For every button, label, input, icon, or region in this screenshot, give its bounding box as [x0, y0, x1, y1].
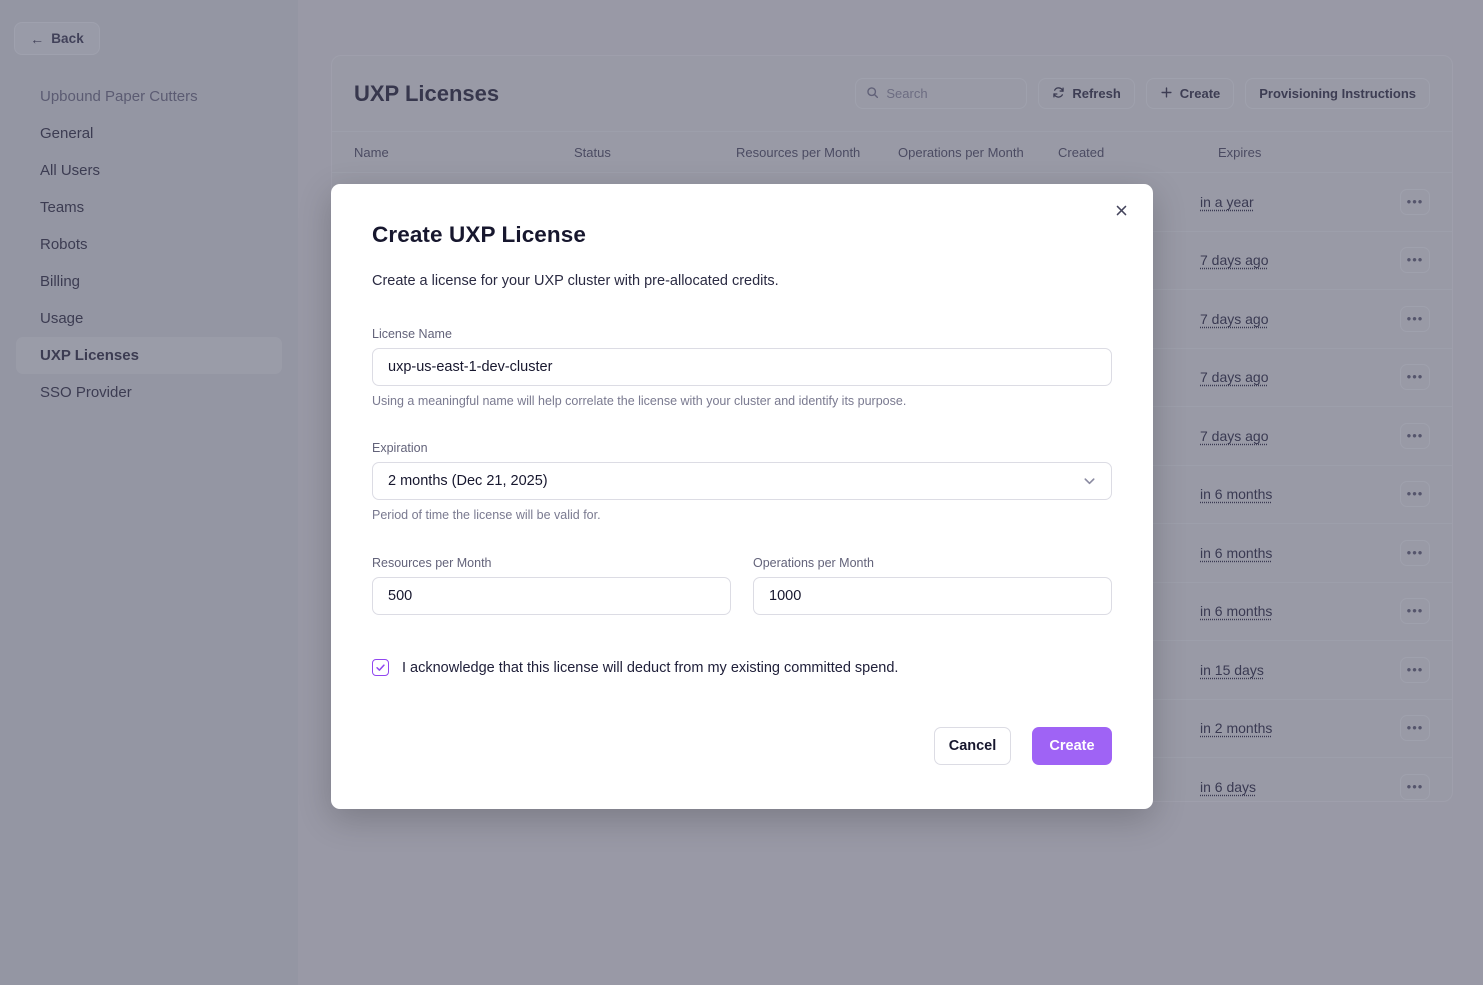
provisioning-instructions-button[interactable]: Provisioning Instructions [1245, 78, 1430, 109]
license-name-group: License Name uxp-us-east-1-dev-cluster U… [372, 327, 1112, 408]
cell-expires: in 6 days [1200, 778, 1257, 795]
cell-expires: in 6 months [1200, 544, 1273, 561]
row-actions-menu-button[interactable]: ••• [1400, 539, 1430, 566]
expiration-select[interactable]: 2 months (Dec 21, 2025) [372, 462, 1112, 500]
column-header-name: Name [354, 144, 389, 160]
column-header-created: Created [1058, 144, 1105, 160]
modal-title: Create UXP License [372, 222, 586, 247]
modal-subtitle: Create a license for your UXP cluster wi… [372, 273, 779, 289]
cell-expires: in 2 months [1200, 720, 1273, 737]
sidebar-org-name: Upbound Paper Cutters [40, 88, 198, 105]
row-actions-menu-button[interactable]: ••• [1400, 481, 1430, 508]
quota-group: Resources per Month 500 Operations per M… [372, 556, 1112, 615]
resources-per-month-group: Resources per Month 500 [372, 556, 731, 615]
column-header-resources: Resources per Month [736, 144, 861, 160]
row-actions-menu-button[interactable]: ••• [1400, 715, 1430, 742]
operations-per-month-input[interactable]: 1000 [753, 577, 1112, 615]
row-actions-menu-button[interactable]: ••• [1400, 422, 1430, 449]
cell-expires: 7 days ago [1200, 427, 1269, 444]
arrow-left-icon: ← [30, 30, 45, 47]
sidebar-item-all-users[interactable]: All Users [40, 162, 101, 179]
table-header: Name Status Resources per Month Operatio… [332, 132, 1452, 173]
cell-expires: in 15 days [1200, 661, 1264, 678]
create-button[interactable]: Create [1145, 78, 1235, 109]
expiration-value: 2 months (Dec 21, 2025) [388, 473, 548, 489]
plus-icon [1160, 86, 1173, 102]
acknowledge-checkbox[interactable] [372, 659, 389, 676]
cancel-button[interactable]: Cancel [934, 727, 1011, 765]
resources-per-month-input[interactable]: 500 [372, 577, 731, 615]
refresh-icon [1052, 86, 1065, 102]
sidebar-item-sso-provider[interactable]: SSO Provider [40, 384, 132, 401]
acknowledge-label: I acknowledge that this license will ded… [402, 659, 899, 676]
column-header-status: Status [574, 144, 611, 160]
expiration-group: Expiration 2 months (Dec 21, 2025) Perio… [372, 441, 1112, 522]
row-actions-menu-button[interactable]: ••• [1400, 364, 1430, 391]
sidebar-nav: Upbound Paper Cutters General All Users … [0, 78, 298, 411]
sidebar-item-robots[interactable]: Robots [40, 236, 88, 253]
row-actions-menu-button[interactable]: ••• [1400, 598, 1430, 625]
modal-actions: Cancel Create [934, 727, 1112, 765]
expiration-label: Expiration [372, 441, 428, 455]
license-name-label: License Name [372, 327, 452, 341]
search-input[interactable]: Search [855, 78, 1028, 109]
column-header-operations: Operations per Month [898, 144, 1024, 160]
cell-expires: 7 days ago [1200, 310, 1269, 327]
sidebar-item-billing[interactable]: Billing [40, 273, 81, 290]
cell-expires: 7 days ago [1200, 252, 1269, 269]
sidebar: ← Back Upbound Paper Cutters General All… [0, 0, 298, 985]
panel-toolbar: Search Refresh [855, 78, 1430, 109]
search-icon [866, 86, 879, 102]
create-label: Create [1179, 86, 1221, 101]
license-name-help: Using a meaningful name will help correl… [372, 394, 907, 408]
row-actions-menu-button[interactable]: ••• [1400, 305, 1430, 332]
operations-per-month-group: Operations per Month 1000 [753, 556, 1112, 615]
panel-header: UXP Licenses Search [332, 56, 1452, 132]
acknowledge-row[interactable]: I acknowledge that this license will ded… [372, 659, 898, 676]
cell-expires: in 6 months [1200, 486, 1273, 503]
sidebar-item-usage[interactable]: Usage [40, 310, 84, 327]
sidebar-item-uxp-licenses[interactable]: UXP Licenses [16, 337, 282, 374]
row-actions-menu-button[interactable]: ••• [1400, 188, 1430, 215]
close-icon[interactable] [1107, 196, 1135, 224]
resources-per-month-label: Resources per Month [372, 556, 492, 570]
submit-create-button[interactable]: Create [1032, 727, 1112, 765]
page-title: UXP Licenses [354, 80, 500, 106]
chevron-down-icon [1082, 474, 1097, 489]
column-header-expires: Expires [1218, 144, 1262, 160]
row-actions-menu-button[interactable]: ••• [1400, 247, 1430, 274]
cell-expires: in 6 months [1200, 603, 1273, 620]
license-name-input[interactable]: uxp-us-east-1-dev-cluster [372, 348, 1112, 386]
row-actions-menu-button[interactable]: ••• [1400, 773, 1430, 800]
cell-expires: 7 days ago [1200, 369, 1269, 386]
provisioning-label: Provisioning Instructions [1259, 86, 1416, 101]
expiration-help: Period of time the license will be valid… [372, 508, 601, 522]
operations-per-month-label: Operations per Month [753, 556, 874, 570]
cell-expires: in a year [1200, 193, 1254, 210]
back-button-label: Back [51, 31, 84, 46]
create-uxp-license-modal: Create UXP License Create a license for … [331, 184, 1153, 809]
table-row[interactable]: in 6 days ••• [332, 758, 1452, 801]
sidebar-item-teams[interactable]: Teams [40, 199, 85, 216]
back-button[interactable]: ← Back [14, 22, 100, 55]
row-actions-menu-button[interactable]: ••• [1400, 656, 1430, 683]
sidebar-item-general[interactable]: General [40, 125, 94, 142]
refresh-label: Refresh [1072, 86, 1121, 101]
search-placeholder: Search [886, 86, 928, 101]
refresh-button[interactable]: Refresh [1038, 78, 1135, 109]
